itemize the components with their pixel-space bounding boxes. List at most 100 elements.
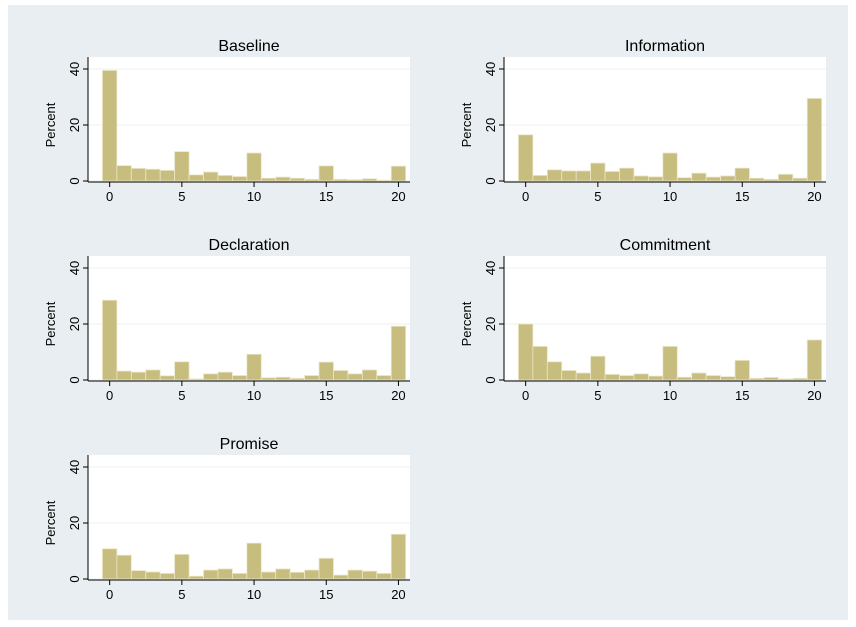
bar: [145, 168, 161, 182]
bar: [347, 179, 363, 182]
x-tick-label: 5: [594, 189, 601, 204]
x-tick-label: 15: [735, 388, 749, 403]
bar: [575, 372, 592, 381]
bar: [532, 345, 548, 381]
bar: [289, 571, 305, 580]
bar: [130, 570, 147, 580]
bar: [318, 361, 334, 381]
bar: [777, 378, 794, 381]
y-tick-label: 20: [67, 516, 82, 530]
bar: [561, 370, 577, 381]
x-tick-label: 5: [594, 388, 601, 403]
bar: [361, 369, 378, 381]
y-tick-label: 40: [67, 62, 82, 76]
bar: [318, 165, 334, 182]
x-tick-label: 10: [247, 388, 261, 403]
y-axis-title: Percent: [43, 301, 58, 346]
y-axis-title: Percent: [43, 102, 58, 147]
bar: [376, 375, 392, 381]
bar: [275, 376, 291, 381]
bar: [763, 377, 779, 381]
bar: [246, 353, 262, 381]
bar: [518, 134, 534, 182]
x-tick-label: 0: [106, 189, 113, 204]
bar: [203, 569, 219, 580]
bar: [145, 369, 161, 381]
bar: [676, 376, 693, 381]
bar: [174, 361, 190, 381]
bar: [188, 174, 204, 182]
bar: [390, 165, 407, 182]
y-tick-label: 40: [483, 62, 498, 76]
x-tick-label: 15: [735, 189, 749, 204]
panel-commitment: 0 20 40 0 5 10 15 20 Percent Commitment: [459, 237, 826, 403]
bar: [691, 172, 707, 182]
bar: [174, 151, 190, 182]
x-tick-label: 0: [522, 189, 529, 204]
y-axis-title: Percent: [43, 500, 58, 545]
bar: [260, 177, 277, 182]
bar: [289, 377, 305, 381]
histogram-figure: 0 20 40 0 5 10 15 20 Percent Baseline 0 20 40 0 5 10 15 2…: [8, 5, 848, 620]
bar: [518, 323, 534, 381]
bar: [304, 375, 320, 381]
bar: [231, 375, 248, 381]
y-axis-title: Percent: [459, 301, 474, 346]
bar: [633, 373, 649, 381]
y-tick-label: 20: [67, 317, 82, 331]
x-tick-label: 5: [178, 189, 185, 204]
x-tick-label: 0: [106, 388, 113, 403]
x-tick-label: 20: [807, 388, 821, 403]
bar: [246, 152, 262, 182]
panel-title: Promise: [220, 436, 279, 453]
bar: [347, 569, 363, 580]
bar: [749, 377, 765, 381]
bar: [130, 371, 147, 381]
bar: [217, 174, 233, 182]
bar: [734, 359, 750, 381]
bar: [361, 570, 378, 580]
bar: [217, 568, 233, 580]
y-tick-label: 20: [67, 118, 82, 132]
bar: [102, 548, 118, 580]
bar: [376, 179, 392, 182]
y-tick-label: 20: [483, 317, 498, 331]
bar: [532, 174, 548, 182]
bar: [116, 554, 132, 580]
bar: [203, 171, 219, 182]
bar: [130, 167, 147, 182]
bar: [705, 375, 721, 381]
bar: [159, 573, 176, 580]
bar: [734, 167, 750, 182]
panel-declaration: 0 20 40 0 5 10 15 20 Percent Declaration: [43, 237, 410, 403]
y-tick-label: 0: [483, 376, 498, 383]
x-tick-label: 0: [522, 388, 529, 403]
bar: [318, 557, 334, 580]
bar: [159, 375, 176, 381]
x-tick-label: 10: [247, 189, 261, 204]
y-axis-title: Percent: [459, 102, 474, 147]
bar: [275, 568, 291, 580]
x-tick-label: 0: [106, 587, 113, 602]
bar: [691, 372, 707, 381]
y-tick-label: 40: [67, 460, 82, 474]
bar: [705, 176, 721, 182]
bar: [647, 375, 664, 381]
bar: [763, 178, 779, 182]
bar: [333, 574, 349, 580]
y-tick-label: 20: [483, 118, 498, 132]
bar: [619, 167, 635, 182]
bar: [347, 373, 363, 381]
y-tick-label: 0: [483, 177, 498, 184]
panel-baseline: 0 20 40 0 5 10 15 20 Percent Baseline: [43, 38, 410, 204]
bar: [662, 152, 678, 182]
bar: [275, 176, 291, 182]
x-tick-label: 5: [178, 587, 185, 602]
histogram-grid-svg: 0 20 40 0 5 10 15 20 Percent Baseline 0 20 40 0 5 10 15 2…: [43, 38, 826, 602]
bar: [260, 571, 277, 580]
bar: [390, 325, 407, 381]
x-tick-label: 20: [391, 189, 405, 204]
bar: [720, 175, 736, 182]
bar: [361, 178, 378, 182]
bar: [246, 542, 262, 580]
